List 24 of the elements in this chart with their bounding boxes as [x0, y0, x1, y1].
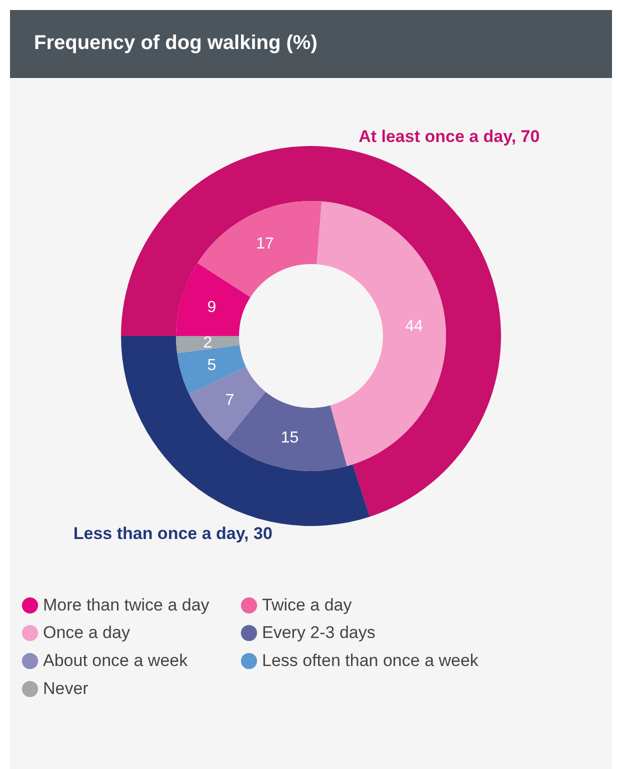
data-label: 44 — [405, 318, 424, 336]
donut-slice — [176, 263, 250, 336]
legend-label: About once a week — [43, 651, 188, 670]
data-label: At least once a day, 70 — [358, 126, 540, 146]
donut-slice — [316, 201, 446, 466]
data-label: 15 — [280, 429, 299, 446]
legend-label: More than twice a day — [43, 595, 210, 614]
donut-slice — [197, 201, 322, 298]
legend-label: Twice a day — [262, 595, 352, 614]
donut-slice — [121, 146, 501, 517]
donut-slice — [176, 336, 240, 354]
data-label: 9 — [207, 298, 216, 316]
data-label: 5 — [207, 357, 216, 374]
data-label: 7 — [225, 392, 234, 409]
legend-label: Less often than once a week — [262, 651, 479, 670]
legend-label: Never — [43, 679, 89, 698]
data-label: 17 — [256, 235, 274, 252]
donut-slice — [121, 336, 370, 526]
data-label: Less than once a day, 30 — [73, 524, 272, 544]
legend-label: Once a day — [43, 623, 130, 642]
chart-title: Frequency of dog walking (%) — [10, 10, 612, 78]
legend-label: Every 2-3 days — [262, 623, 376, 642]
data-label: 2 — [203, 334, 212, 352]
donut-slice — [226, 392, 347, 471]
